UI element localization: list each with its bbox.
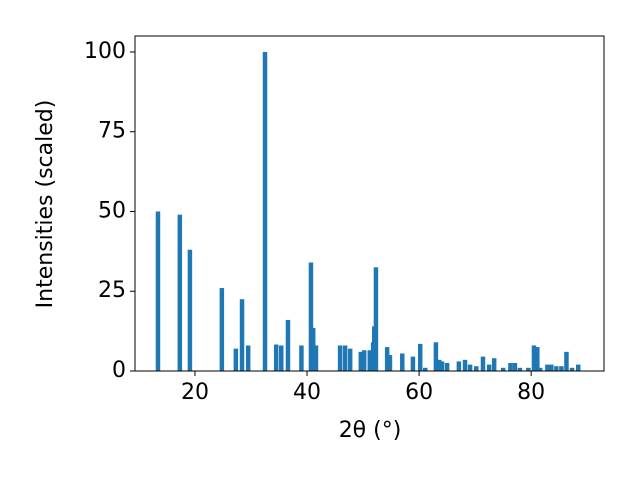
x-tick-label: 40 [293,380,321,405]
bar [337,345,343,371]
bar [467,364,473,371]
x-tick-label: 20 [181,380,209,405]
bar [433,342,439,371]
bar [299,345,304,371]
bar [423,367,428,371]
bar [575,364,581,371]
bar [526,367,531,371]
bar [273,344,279,371]
x-tick-label: 80 [517,380,545,405]
x-tick-label: 60 [405,380,433,405]
bar [491,358,497,371]
bar [569,367,575,371]
bar [308,262,314,371]
bar [245,345,251,371]
bar [549,364,554,371]
bar [554,366,559,371]
bar [437,359,442,371]
bar [400,353,405,371]
bar [500,367,506,371]
bar [531,345,537,371]
bar [310,327,316,371]
bar [313,345,319,371]
bar [456,361,462,371]
bar [285,319,291,371]
bar [219,288,225,371]
plot-frame [134,35,605,372]
y-tick-label: 25 [98,278,126,303]
y-axis-label: Intensities (scaled) [33,100,58,309]
bar [537,367,543,371]
bar [177,214,183,371]
bar [410,356,416,371]
bar [233,348,239,371]
bar [508,363,513,371]
bar [239,299,245,371]
bar [486,364,492,371]
bar [373,267,379,371]
bar [155,211,161,371]
bar [462,359,468,371]
y-tick-label: 75 [98,119,126,144]
y-tick-label: 100 [84,39,126,64]
bar [559,366,564,371]
bar [342,345,348,371]
bar [187,249,193,371]
bar [387,355,393,371]
y-tick-label: 50 [98,198,126,223]
bar [474,366,479,371]
bar [358,351,364,371]
bar [439,361,445,371]
bar [444,363,450,371]
bar [545,364,550,371]
bar [480,356,486,371]
bar [564,351,569,371]
bar [517,367,523,371]
bar [361,350,367,371]
x-axis-label: 2θ (°) [339,418,402,443]
bar [417,343,423,371]
bar [367,350,373,371]
bar [512,363,518,371]
bar [347,348,353,371]
bar [279,345,284,371]
bar [384,347,390,371]
bar [262,51,268,371]
y-tick-label: 0 [112,358,126,383]
bar [535,347,540,371]
